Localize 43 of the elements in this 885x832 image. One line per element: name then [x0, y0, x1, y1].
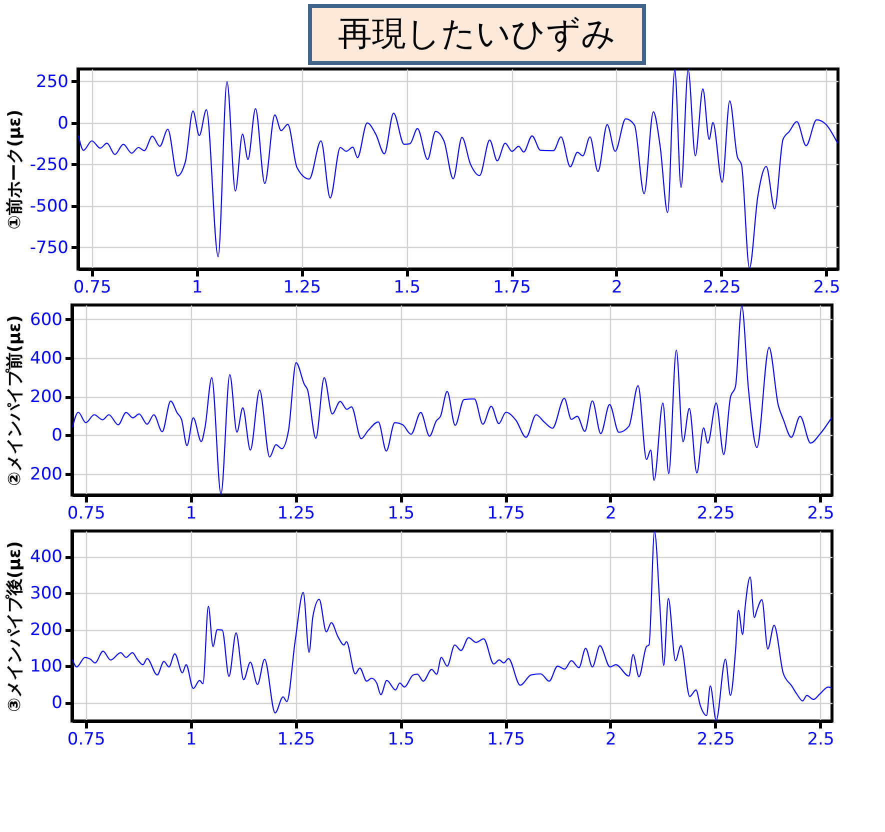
x-tick-label: 0.75 [67, 503, 106, 524]
y-tick-label: -250 [30, 154, 68, 175]
x-tick-label: 1.25 [277, 503, 316, 524]
y-tick-label: 0 [52, 693, 62, 714]
x-tick-label: 1.25 [277, 729, 316, 750]
x-tick-label: 2.25 [696, 729, 735, 750]
x-tick-label: 2.5 [813, 277, 840, 298]
y-axis-title: ③メインパイプ後(με) [5, 540, 26, 712]
y-tick-label: -500 [30, 196, 68, 216]
x-tick-label: 1.75 [493, 277, 531, 298]
y-tick-label: 200 [30, 464, 62, 484]
x-tick-label: 1.5 [388, 503, 415, 524]
y-axis-title: ②メインパイプ前(με) [5, 314, 26, 486]
y-tick-label: 400 [30, 348, 62, 368]
x-tick-label: 1.75 [487, 729, 525, 750]
y-tick-label: 200 [30, 386, 62, 407]
x-tick-label: 1.5 [394, 277, 421, 298]
y-tick-label: 600 [30, 310, 62, 330]
y-tick-label: 100 [30, 656, 62, 676]
y-tick-label: 250 [36, 72, 68, 92]
x-tick-label: 1 [186, 729, 197, 750]
x-tick-label: 1.5 [388, 729, 415, 750]
x-tick-label: 1 [192, 277, 203, 298]
x-tick-label: 1.25 [283, 277, 322, 298]
chart-title: 再現したいひずみ [308, 4, 646, 65]
x-tick-label: 2.25 [702, 277, 741, 298]
x-tick-label: 1 [186, 503, 197, 524]
x-tick-label: 2 [606, 729, 616, 750]
x-tick-label: 0.75 [73, 277, 112, 298]
x-tick-label: 2.25 [696, 503, 735, 524]
y-tick-label: 400 [30, 546, 62, 567]
x-tick-label: 2 [606, 503, 616, 524]
x-tick-label: 2.5 [807, 729, 834, 750]
y-tick-label: 300 [30, 583, 62, 604]
x-tick-label: 0.75 [67, 729, 106, 750]
y-axis-title: ①前ホーク(με) [4, 109, 25, 230]
x-tick-label: 1.75 [487, 503, 525, 524]
y-tick-label: 200 [30, 620, 62, 640]
y-tick-label: 0 [58, 113, 68, 134]
y-tick-label: 0 [52, 426, 62, 446]
x-tick-label: 2.5 [807, 503, 834, 524]
x-tick-label: 2 [612, 277, 622, 298]
y-tick-label: -750 [30, 238, 68, 258]
